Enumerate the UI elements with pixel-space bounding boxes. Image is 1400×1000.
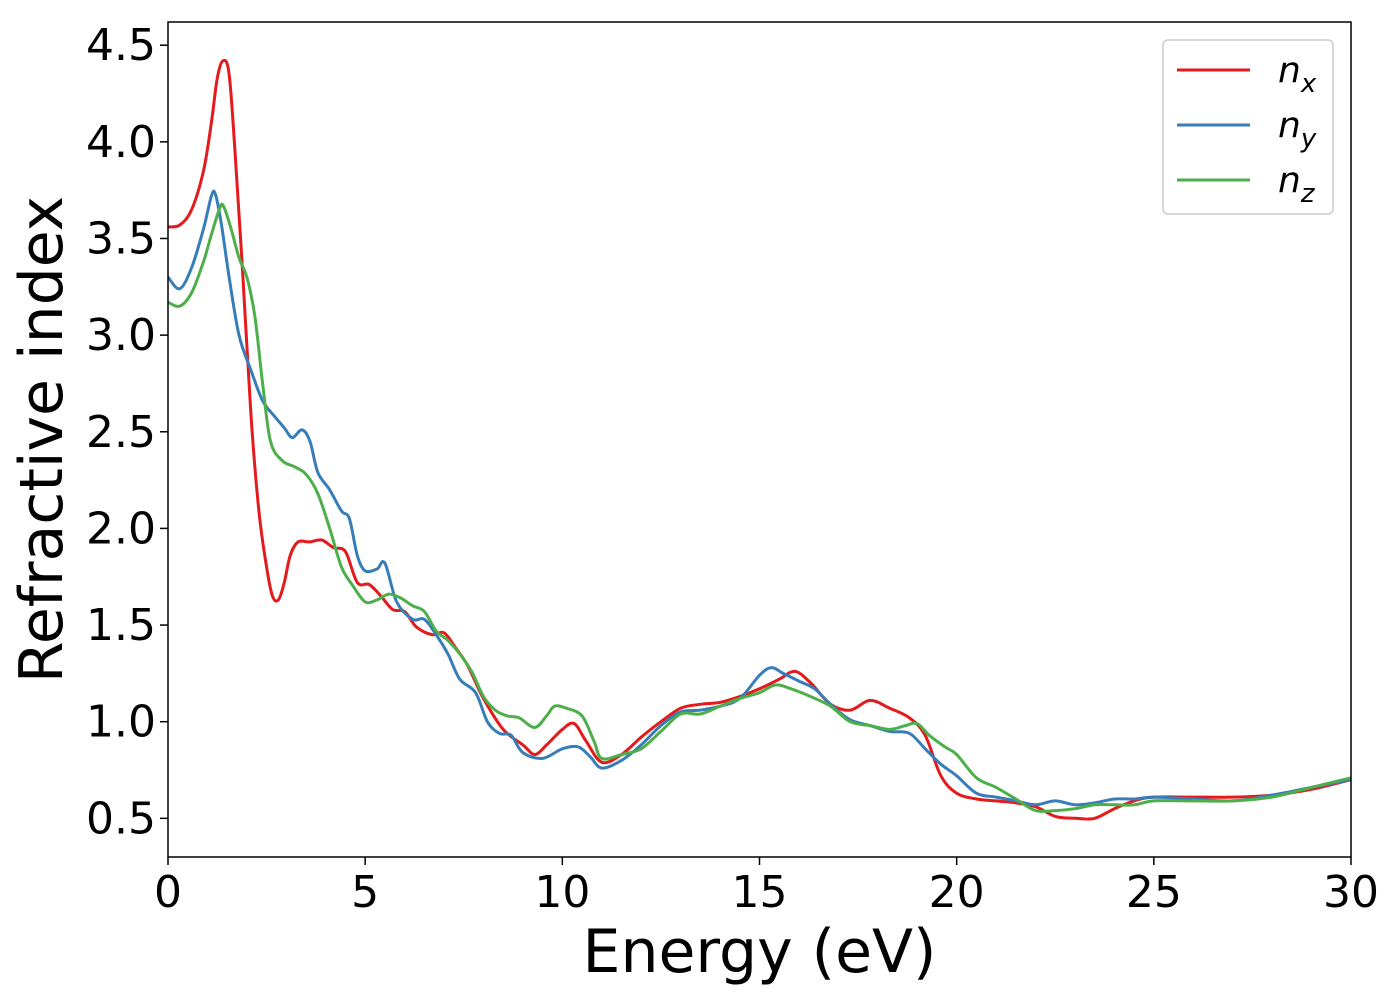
x-tick-label: 0	[154, 867, 182, 918]
legend-label-subscript: y	[1300, 124, 1317, 154]
y-tick-label: 2.5	[86, 407, 156, 458]
x-tick-label: 20	[929, 867, 985, 918]
legend-label-subscript: z	[1300, 179, 1316, 209]
legend-label-nx: nx	[1278, 50, 1317, 99]
legend-box	[1162, 39, 1334, 215]
y-axis-title: Refractive index	[7, 196, 77, 683]
x-tick-label: 25	[1126, 867, 1182, 918]
y-tick-label: 3.0	[86, 310, 156, 361]
x-tick-label: 5	[351, 867, 379, 918]
series-line-ny	[168, 189, 1351, 807]
legend-label-main: n	[1278, 50, 1301, 91]
y-tick-label: 0.5	[86, 793, 156, 844]
y-tick-label: 1.5	[86, 600, 156, 651]
legend-label-main: n	[1278, 160, 1301, 201]
x-axis: 0 5 10 15 20 25 30	[154, 857, 1379, 918]
x-tick-label: 30	[1323, 867, 1379, 918]
legend-label-subscript: x	[1300, 69, 1317, 99]
y-tick-label: 1.0	[86, 697, 156, 748]
series-line-nz	[168, 202, 1351, 814]
legend-label-ny: ny	[1278, 105, 1317, 154]
series-line-nx	[168, 58, 1351, 821]
legend-label-main: n	[1278, 105, 1301, 146]
x-tick-label: 10	[534, 867, 590, 918]
y-tick-label: 4.5	[86, 20, 156, 71]
x-tick-label: 15	[732, 867, 788, 918]
series-layer	[168, 58, 1351, 821]
legend-label-nz: nz	[1278, 160, 1316, 209]
x-axis-title: Energy (eV)	[583, 917, 937, 987]
y-tick-label: 2.0	[86, 503, 156, 554]
y-axis: 0.5 1.0 1.5 2.0 2.5 3.0 3.5 4.0 4.5	[86, 20, 168, 844]
y-tick-label: 3.5	[86, 213, 156, 264]
y-tick-label: 4.0	[86, 117, 156, 168]
